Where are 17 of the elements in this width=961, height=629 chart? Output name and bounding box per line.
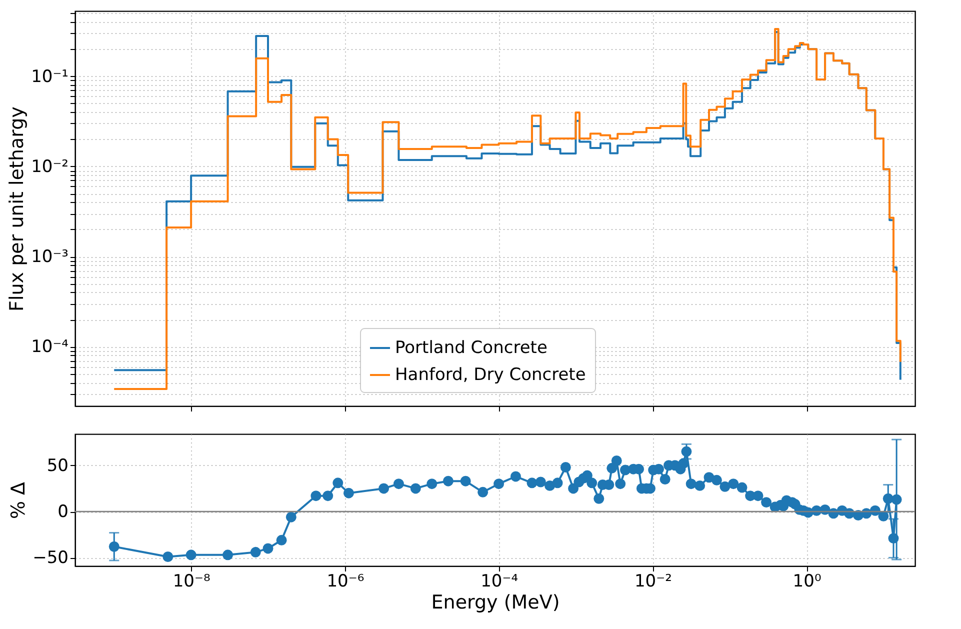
- legend-label: Hanford, Dry Concrete: [395, 365, 586, 385]
- legend-label: Portland Concrete: [395, 338, 548, 358]
- y-tick-label: 10⁻²: [31, 156, 68, 177]
- x-tick-label: 10⁻⁶: [326, 572, 364, 592]
- y-tick-label: 50: [46, 456, 68, 476]
- y-tick-label: 10⁻⁴: [31, 337, 69, 358]
- x-tick-label: 10⁻⁸: [172, 572, 210, 592]
- y-tick-label: 10⁻³: [31, 247, 68, 268]
- y-tick-label: 10⁻¹: [31, 66, 68, 87]
- y-tick-label: −50: [32, 548, 68, 568]
- x-tick-label: 10⁻²: [634, 572, 672, 592]
- y-axis-title: % Δ: [8, 482, 30, 520]
- y-axis-title: Flux per unit lethargy: [6, 106, 28, 312]
- x-tick-label: 10⁻⁴: [480, 572, 518, 592]
- y-tick-label: 0: [58, 502, 68, 522]
- x-tick-label: 10⁰: [792, 572, 822, 592]
- x-axis-title: Energy (MeV): [431, 592, 560, 614]
